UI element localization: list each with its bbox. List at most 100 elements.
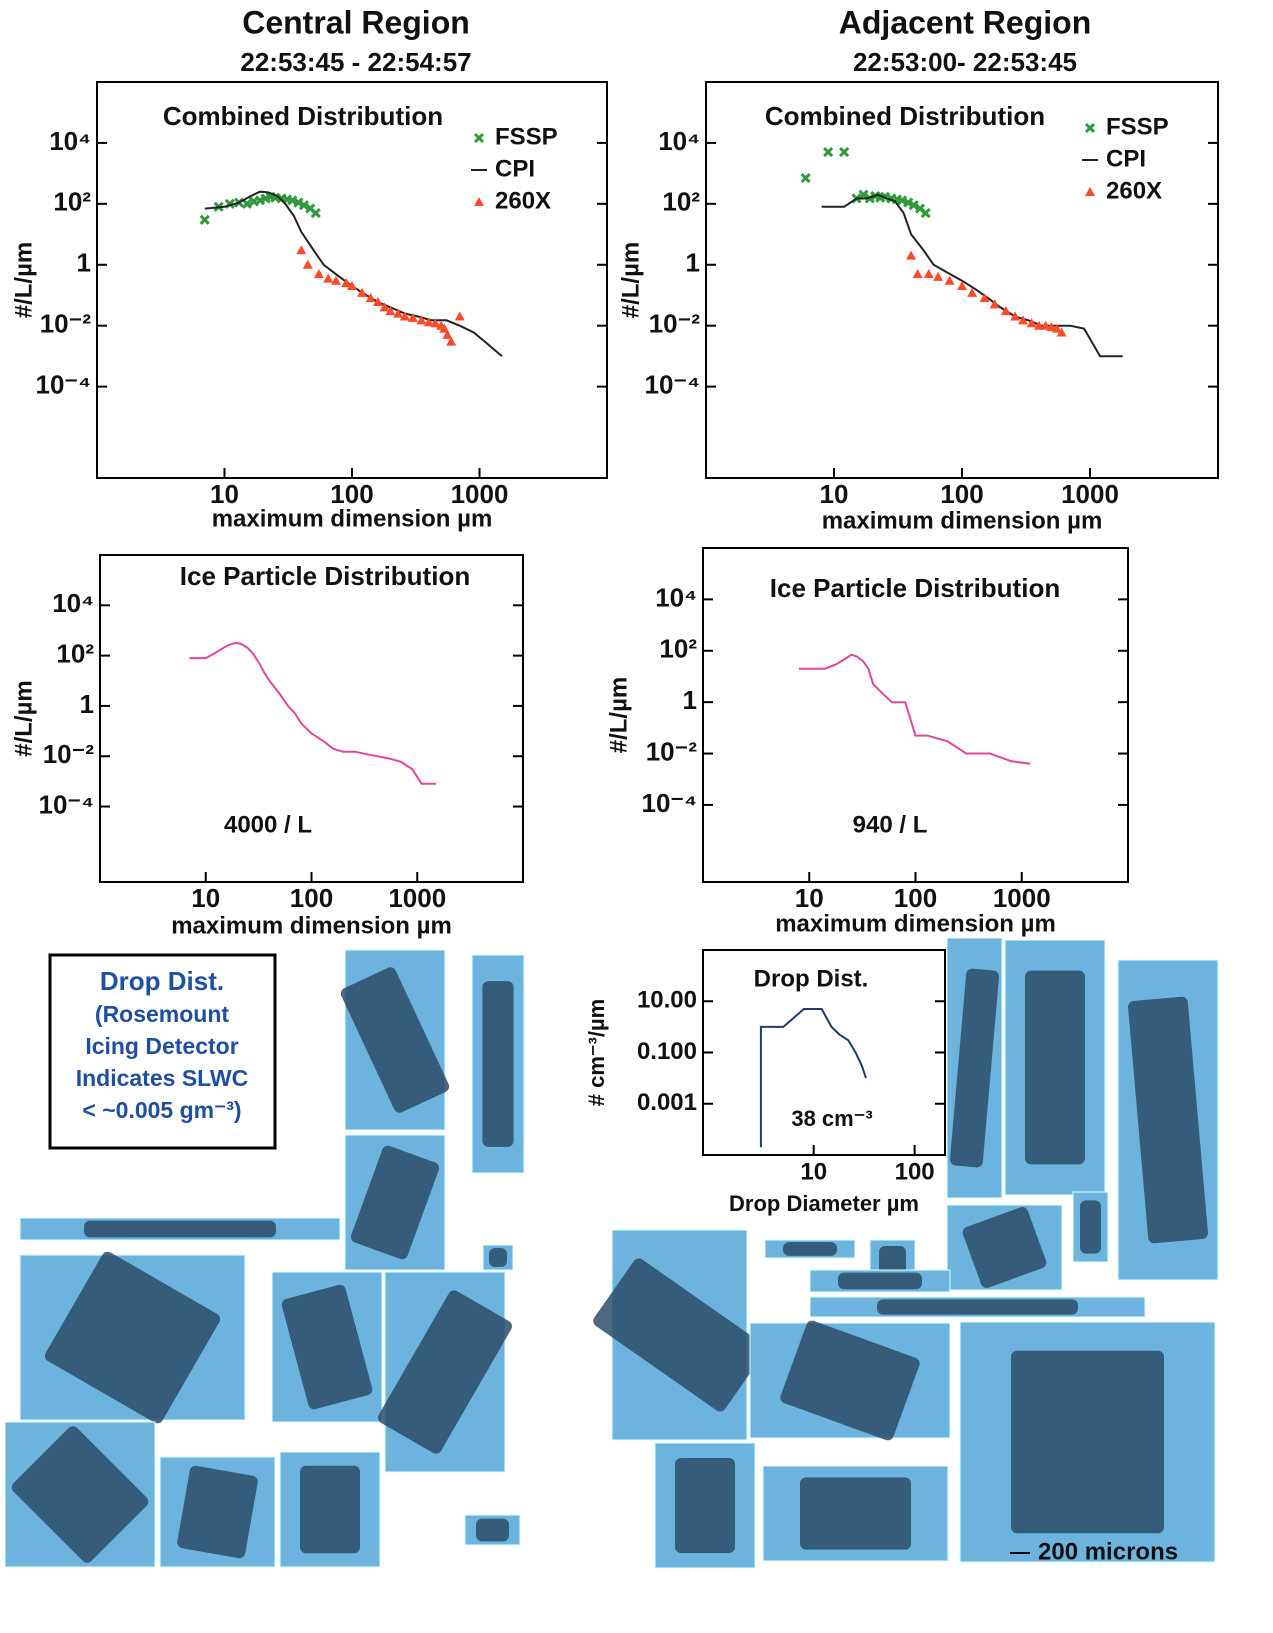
marker	[439, 323, 450, 333]
marker	[1010, 311, 1021, 321]
y-tick-label: 10⁻⁴	[38, 789, 94, 819]
y-tick-label: 10⁴	[49, 126, 91, 156]
x-axis-label: maximum dimension µm	[171, 912, 452, 939]
series-line	[799, 653, 1031, 765]
x-tick-label: 1000	[388, 883, 446, 913]
y-tick-label: 1	[683, 685, 697, 715]
x-axis-label: maximum dimension µm	[822, 507, 1103, 534]
particle	[300, 1465, 360, 1554]
marker	[920, 207, 931, 219]
marker	[1040, 320, 1051, 330]
note-line: (Rosemount	[95, 1001, 230, 1027]
chart-title: Ice Particle Distribution	[770, 573, 1060, 603]
chart-title: Combined Distribution	[765, 101, 1045, 131]
marker	[912, 268, 923, 278]
x-tick-label: 100	[330, 479, 373, 509]
marker	[365, 293, 376, 303]
marker	[979, 293, 990, 303]
legend-label: CPI	[1106, 145, 1146, 172]
particle	[780, 1320, 920, 1441]
marker	[347, 281, 357, 291]
annotation: 38 cm⁻³	[791, 1106, 872, 1131]
particle	[593, 1258, 766, 1412]
marker	[287, 195, 298, 206]
x-tick-label: 1000	[993, 883, 1051, 913]
marker	[293, 197, 304, 208]
marker	[393, 308, 404, 318]
y-tick-label: 10⁻⁴	[644, 369, 700, 399]
marker	[310, 207, 321, 219]
particle	[281, 1284, 373, 1410]
y-axis-label: #/L/µm	[10, 242, 37, 319]
y-tick-label: 10⁻²	[40, 309, 92, 339]
marker	[446, 336, 457, 346]
particle	[1011, 1350, 1164, 1534]
marker	[903, 197, 914, 208]
particle	[1025, 970, 1085, 1165]
chart-title: Drop Dist.	[754, 965, 869, 992]
particle	[350, 1145, 440, 1260]
marker	[323, 273, 334, 283]
note-box	[48, 953, 277, 1150]
y-tick-label: 10.00	[637, 987, 697, 1014]
marker	[957, 281, 967, 291]
marker	[944, 275, 955, 285]
series-line	[204, 190, 503, 357]
marker	[331, 275, 342, 285]
marker	[1026, 318, 1037, 328]
marker	[442, 329, 453, 339]
header-title: Adjacent Region	[839, 4, 1091, 40]
marker	[967, 287, 978, 297]
y-tick-label: 10²	[56, 638, 94, 668]
x-tick-label: 1000	[451, 479, 509, 509]
marker	[399, 311, 410, 321]
scale-label: 200 microns	[1038, 1538, 1178, 1565]
marker	[298, 200, 310, 211]
particle	[838, 1272, 922, 1290]
particle	[1128, 996, 1208, 1244]
y-tick-label: 1	[80, 689, 94, 719]
particle	[476, 1518, 509, 1542]
particle	[11, 1426, 149, 1563]
particle-images	[4, 937, 1219, 1569]
x-tick-label: 100	[290, 883, 333, 913]
x-tick-label: 100	[940, 479, 983, 509]
marker	[1056, 327, 1067, 337]
particle	[1080, 1200, 1101, 1254]
y-tick-label: 10⁴	[52, 588, 94, 618]
series-line	[189, 641, 436, 785]
x-tick-label: 10	[820, 479, 849, 509]
y-tick-label: 0.001	[637, 1089, 697, 1116]
y-axis-label: #/L/µm	[617, 242, 644, 319]
legend-label: 260X	[495, 187, 551, 214]
y-tick-label: 10⁻²	[43, 739, 95, 769]
marker	[473, 132, 485, 144]
legend-label: CPI	[495, 155, 535, 182]
marker	[1018, 315, 1029, 325]
x-tick-label: 100	[894, 883, 937, 913]
y-tick-label: 10⁻⁴	[641, 788, 697, 818]
particle	[177, 1465, 258, 1559]
marker	[430, 318, 441, 328]
marker	[858, 189, 869, 200]
legend-label: FSSP	[495, 123, 558, 150]
annotation: 4000 / L	[224, 811, 312, 838]
marker	[416, 315, 427, 325]
note-line: Drop Dist.	[100, 966, 224, 996]
x-axis-label: maximum dimension µm	[775, 910, 1056, 937]
marker	[923, 268, 934, 278]
marker	[1034, 320, 1045, 330]
marker	[989, 299, 1000, 309]
particle	[489, 1248, 507, 1267]
particle	[378, 1290, 512, 1454]
y-axis-label: # cm⁻³/µm	[584, 999, 609, 1106]
marker	[373, 296, 384, 306]
y-tick-label: 1	[686, 248, 700, 278]
marker	[302, 259, 313, 269]
header-time: 22:53:45 - 22:54:57	[240, 47, 471, 77]
marker	[379, 302, 390, 312]
marker	[454, 311, 465, 321]
marker	[423, 317, 434, 327]
y-tick-label: 10⁻⁴	[35, 369, 91, 399]
